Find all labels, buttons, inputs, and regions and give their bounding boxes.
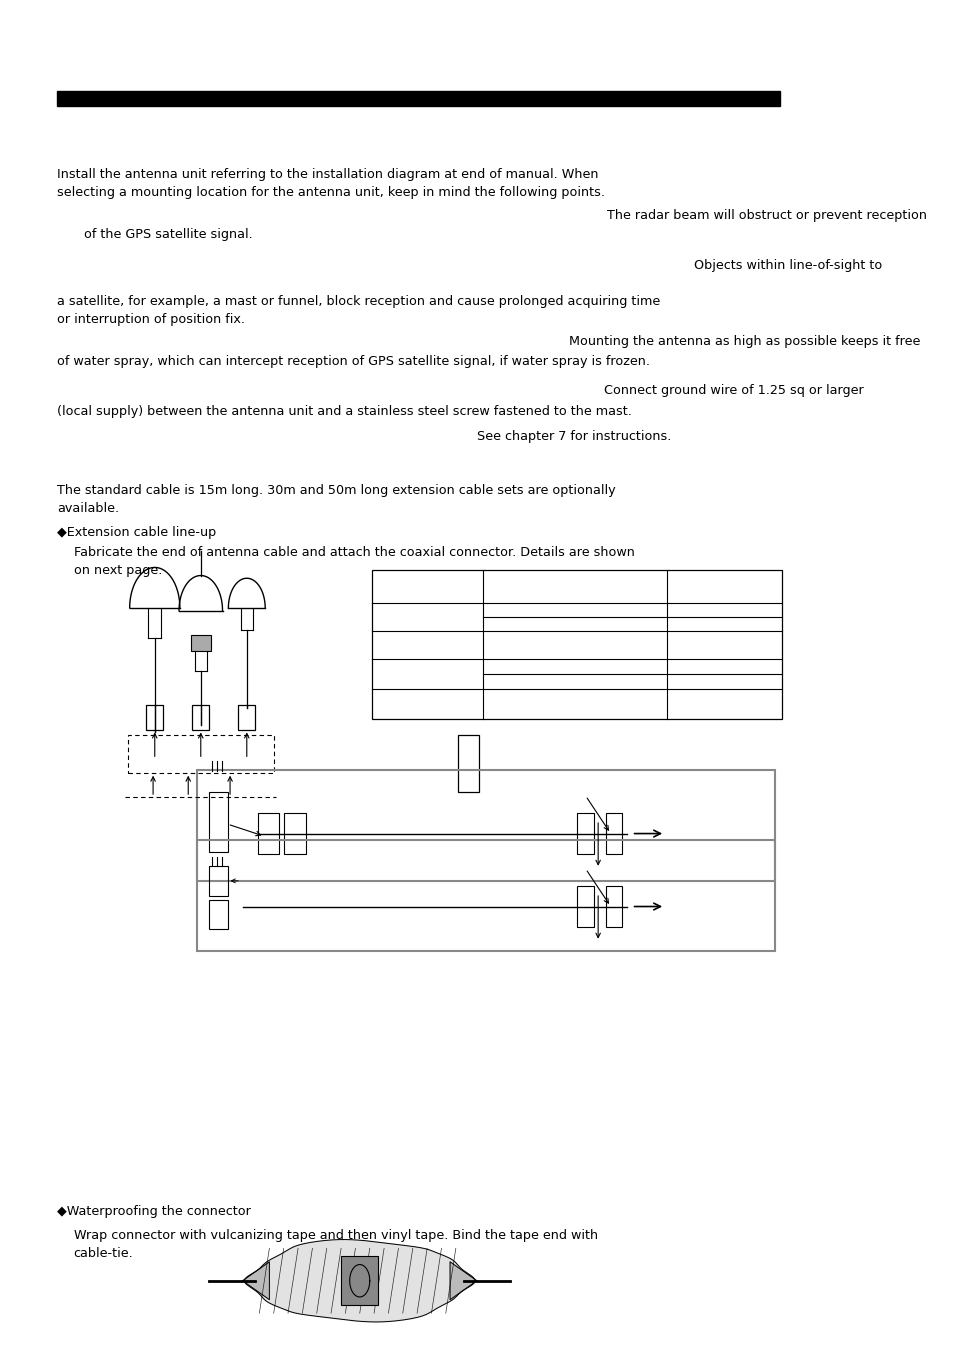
Bar [146,705,163,730]
Text: of the GPS satellite signal.: of the GPS satellite signal. [84,228,253,242]
Bar [372,570,781,719]
Bar [577,813,593,854]
Text: Wrap connector with vulcanizing tape and then vinyl tape. Bind the tape end with: Wrap connector with vulcanizing tape and… [73,1229,598,1260]
Text: a satellite, for example, a mast or funnel, block reception and cause prolonged : a satellite, for example, a mast or funn… [57,295,659,326]
Text: Fabricate the end of antenna cable and attach the coaxial connector. Details are: Fabricate the end of antenna cable and a… [73,546,634,577]
Polygon shape [242,1262,269,1300]
Bar [197,840,774,951]
Bar [193,705,209,730]
Bar [209,900,228,929]
Text: ◆Extension cable line-up: ◆Extension cable line-up [57,526,216,539]
Text: (local supply) between the antenna unit and a stainless steel screw fastened to : (local supply) between the antenna unit … [57,405,631,419]
Text: The radar beam will obstruct or prevent reception: The radar beam will obstruct or prevent … [607,209,926,223]
Text: Connect ground wire of 1.25 sq or larger: Connect ground wire of 1.25 sq or larger [603,384,862,397]
Bar [209,792,228,852]
Bar [257,813,279,854]
Bar [209,866,228,896]
Bar [577,886,593,927]
Text: See chapter 7 for instructions.: See chapter 7 for instructions. [476,430,671,443]
Bar [238,705,254,730]
Bar [197,770,774,881]
Bar [284,813,306,854]
Bar [458,735,478,792]
Bar [605,886,621,927]
Text: ◆Waterproofing the connector: ◆Waterproofing the connector [57,1205,251,1219]
Bar [191,635,211,651]
Text: Objects within line-of-sight to: Objects within line-of-sight to [694,259,882,273]
Bar [341,1256,377,1305]
Bar [605,813,621,854]
Text: Install the antenna unit referring to the installation diagram at end of manual.: Install the antenna unit referring to th… [57,168,604,199]
Bar [57,91,779,107]
Bar [128,735,274,773]
Polygon shape [244,1240,475,1323]
Text: The standard cable is 15m long. 30m and 50m long extension cable sets are option: The standard cable is 15m long. 30m and … [57,484,615,515]
Text: Mounting the antenna as high as possible keeps it free: Mounting the antenna as high as possible… [568,335,920,349]
Polygon shape [450,1262,476,1300]
Text: of water spray, which can intercept reception of GPS satellite signal, if water : of water spray, which can intercept rece… [57,355,649,369]
